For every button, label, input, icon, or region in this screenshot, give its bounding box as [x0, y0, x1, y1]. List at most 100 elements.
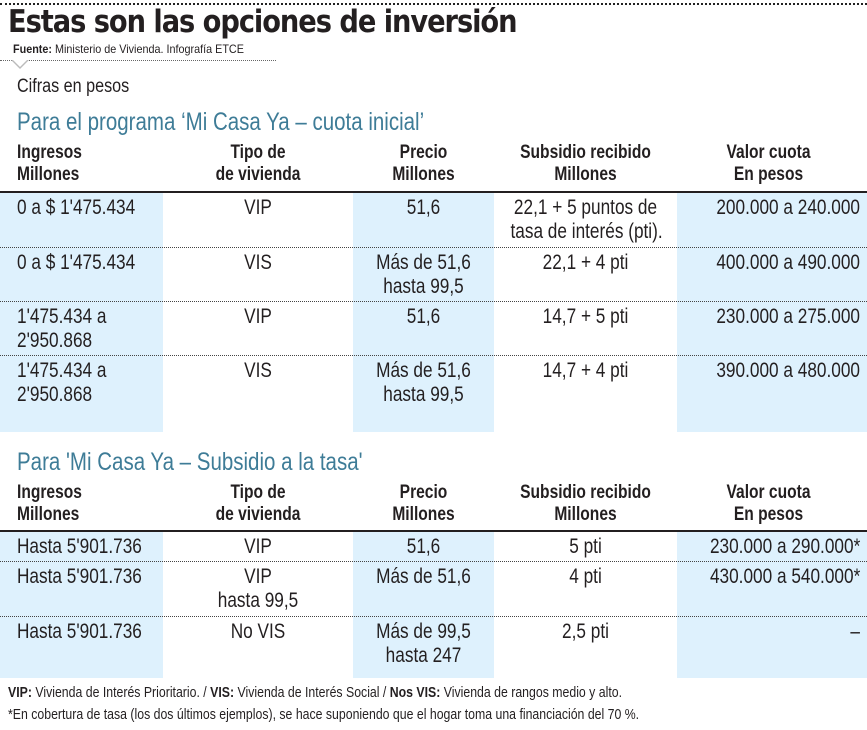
units-note: Cifras en pesos	[17, 76, 130, 97]
cell-line: 4 pti	[569, 565, 602, 588]
column-header-line: En pesos	[733, 164, 804, 185]
row-divider	[0, 301, 867, 302]
cell-line: hasta 99,5	[383, 383, 464, 406]
table-cell-tipo: VIP	[180, 305, 336, 329]
cell-line: 14,7 + 4 pti	[542, 359, 629, 382]
source-text: Ministerio de Vivienda. Infografía ETCE	[55, 42, 244, 56]
column-header-line: Valor cuota	[726, 482, 811, 503]
cell-line: –	[850, 620, 860, 643]
column-header-line: de vivienda	[215, 164, 301, 185]
cell-line: 390.000 a 480.000	[716, 359, 860, 382]
cell-line: VIP	[244, 565, 272, 588]
column-shading-valor	[677, 530, 867, 678]
table-cell-subsidio: 22,1 + 5 puntos de tasa de interés (pti).	[510, 196, 663, 244]
page-title: Estas son las opciones de inversión	[8, 4, 518, 40]
cell-line: 2'950.868	[17, 329, 93, 352]
cell-line: VIS	[244, 359, 272, 382]
row-divider	[0, 355, 867, 356]
table-cell-valor: 400.000 a 490.000	[710, 251, 860, 275]
table-cell-subsidio: 14,7 + 4 pti	[510, 359, 660, 383]
table-cell-tipo: No VIS	[180, 620, 336, 644]
table1-title: Para el programa ‘Mi Casa Ya – cuota ini…	[17, 108, 425, 136]
table-cell-tipo: VIS	[180, 251, 336, 275]
footnote-novis-text: Vivienda de rangos medio y alto.	[440, 684, 623, 701]
source-line: Fuente: Ministerio de Vivienda. Infograf…	[13, 42, 244, 56]
column-header-line: Tipo de	[230, 482, 286, 503]
cell-line: Más de 51,6	[376, 565, 471, 588]
column-header-line: Ingresos	[17, 482, 82, 503]
row-divider	[0, 616, 867, 617]
cell-line: 0 a $ 1'475.434	[17, 251, 136, 274]
table-cell-valor: 200.000 a 240.000	[710, 196, 860, 220]
footnote-novis-label: Nos VIS:	[389, 684, 441, 701]
cell-line: 200.000 a 240.000	[716, 196, 860, 219]
column-header-line: Subsidio recibido	[520, 142, 651, 163]
column-header-line: En pesos	[733, 504, 804, 525]
cell-line: VIP	[244, 196, 272, 219]
footnote-vis-text: Vivienda de Interés Social /	[234, 684, 390, 701]
column-header-line: Subsidio recibido	[520, 482, 651, 503]
cell-line: Más de 51,6	[376, 359, 471, 382]
column-header-line: Tipo de	[230, 142, 286, 163]
column-shading-precio	[353, 530, 494, 678]
table-cell-valor: 230.000 a 290.000*	[710, 535, 860, 559]
table-cell-ingresos: Hasta 5'901.736	[17, 620, 142, 644]
table-subsidio-tasa: Ingresos Millones Tipo de de vivienda Precio…	[0, 482, 867, 678]
column-header-line: Millones	[554, 164, 617, 185]
column-header-precio: Precio Millones	[366, 142, 482, 186]
cell-line: 22,1 + 5 puntos de	[513, 196, 658, 219]
cell-line: 0 a $ 1'475.434	[17, 196, 136, 219]
column-header-line: Valor cuota	[726, 142, 811, 163]
cell-line: hasta 99,5	[383, 275, 464, 298]
footnote-vis-label: VIS:	[210, 684, 235, 701]
table-cell-valor: 390.000 a 480.000	[710, 359, 860, 383]
cell-line: 51,6	[406, 305, 441, 328]
table-cell-ingresos: Hasta 5'901.736	[17, 565, 142, 589]
column-shading-ingresos	[0, 530, 163, 678]
cell-line: Hasta 5'901.736	[17, 565, 142, 588]
table-cell-ingresos: 1'475.434 a 2'950.868	[17, 305, 106, 353]
cell-line: 400.000 a 490.000	[716, 251, 860, 274]
row-divider	[0, 247, 867, 248]
table-cuota-inicial: Ingresos Millones Tipo de de vivienda Precio…	[0, 142, 867, 432]
column-header-line: Millones	[17, 164, 80, 185]
column-header-subsidio: Subsidio recibido Millones	[510, 482, 660, 526]
table-cell-precio: 51,6	[366, 305, 482, 329]
source-dotted-rule	[0, 60, 276, 61]
column-header-line: Millones	[392, 504, 455, 525]
table-cell-subsidio: 14,7 + 5 pti	[510, 305, 660, 329]
row-divider	[0, 561, 867, 562]
cell-line: 14,7 + 5 pti	[542, 305, 629, 328]
cell-line: Hasta 5'901.736	[17, 620, 142, 643]
cell-line: Hasta 5'901.736	[17, 535, 142, 558]
table-cell-ingresos: 0 a $ 1'475.434	[17, 196, 135, 220]
column-header-line: Millones	[17, 504, 80, 525]
column-shading-precio	[353, 191, 494, 432]
cell-line: hasta 99,5	[217, 589, 299, 612]
table-cell-valor: 230.000 a 275.000	[710, 305, 860, 329]
table-cell-subsidio: 2,5 pti	[510, 620, 660, 644]
column-header-line: Millones	[392, 164, 455, 185]
column-header-subsidio: Subsidio recibido Millones	[510, 142, 660, 186]
table-cell-ingresos: Hasta 5'901.736	[17, 535, 142, 559]
cell-line: 5 pti	[569, 535, 602, 558]
column-header-line: Precio	[399, 142, 448, 163]
cell-line: Más de 99,5	[376, 620, 471, 643]
footnote-vip-label: VIP:	[8, 684, 32, 701]
column-header-line: Ingresos	[17, 142, 82, 163]
footnote-vip-text: Vivienda de Interés Prioritario. /	[31, 684, 211, 701]
table-cell-valor: 430.000 a 540.000*	[710, 565, 860, 589]
table-cell-precio: 51,6	[366, 196, 482, 220]
column-header-ingresos: Ingresos Millones	[17, 482, 82, 526]
cell-line: 51,6	[406, 535, 441, 558]
column-shading-valor	[677, 191, 867, 432]
column-header-line: Precio	[399, 482, 448, 503]
column-header-valor: Valor cuota En pesos	[693, 482, 843, 526]
cell-line: 430.000 a 540.000*	[709, 565, 861, 588]
cell-line: tasa de interés (pti).	[510, 220, 663, 243]
header-rule	[0, 191, 867, 193]
cell-line: 1'475.434 a	[17, 305, 107, 328]
table-cell-ingresos: 1'475.434 a 2'950.868	[17, 359, 106, 407]
column-header-precio: Precio Millones	[366, 482, 482, 526]
cell-line: Más de 51,6	[376, 251, 471, 274]
